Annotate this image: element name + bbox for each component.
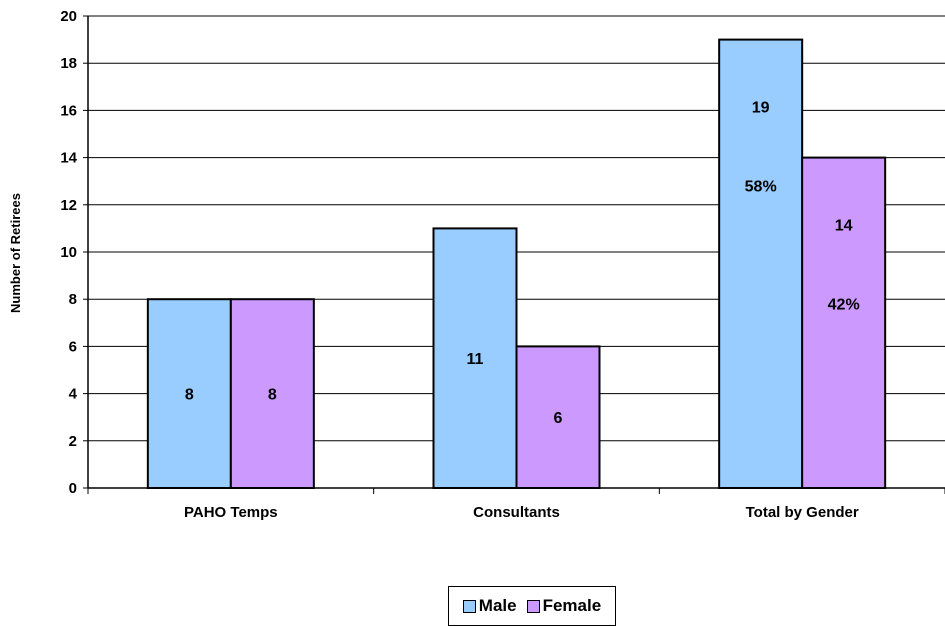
bars: 8 8 11 6 19 58% 14 42% <box>146 38 887 490</box>
y-tick-label: 0 <box>69 480 77 497</box>
y-tick-label: 18 <box>60 55 77 72</box>
data-label-male-total-by-gender: 19 <box>752 100 770 117</box>
y-axis-label: Number of Retirees <box>8 193 23 313</box>
y-tick-label: 16 <box>60 102 77 119</box>
y-tick-label: 10 <box>60 244 77 261</box>
legend-swatch-male <box>462 599 476 613</box>
bar-chart: 0 2 4 6 8 10 12 14 16 18 20 8 8 11 6 19 58% 14 42% PAHO T… <box>8 8 945 521</box>
data-label-male-paho-temps: 8 <box>185 387 194 404</box>
y-tick-label: 8 <box>69 291 77 308</box>
y-tick-label: 14 <box>60 150 77 167</box>
data-label-male-consultants: 11 <box>467 351 484 368</box>
y-tick-label: 4 <box>69 386 78 403</box>
y-tick-label: 2 <box>69 433 77 450</box>
percent-label-female-total-by-gender: 42% <box>828 297 860 314</box>
legend-label-female: Female <box>542 596 602 615</box>
legend: Male Female <box>448 586 616 626</box>
y-tick-label: 6 <box>69 338 77 355</box>
legend-swatch-female <box>526 599 540 613</box>
legend-item-male: Male <box>462 596 517 616</box>
percent-label-male-total-by-gender: 58% <box>745 179 777 196</box>
x-tick-label-paho-temps: PAHO Temps <box>184 504 278 521</box>
data-label-female-paho-temps: 8 <box>268 387 277 404</box>
y-tick-label: 20 <box>60 8 77 25</box>
x-tick-label-consultants: Consultants <box>473 504 560 521</box>
bar-male-total-by-gender <box>718 38 804 489</box>
axes <box>87 16 945 489</box>
legend-label-male: Male <box>478 596 517 615</box>
y-axis-ticks: 0 2 4 6 8 10 12 14 16 18 20 <box>60 8 88 497</box>
bar-female-paho-temps <box>229 298 315 490</box>
data-label-female-consultants: 6 <box>554 410 563 427</box>
bar-male-consultants <box>432 227 518 489</box>
legend-item-female: Female <box>526 596 602 616</box>
data-label-female-total-by-gender: 14 <box>835 218 853 235</box>
bar-female-consultants <box>515 345 601 489</box>
bar-female-total-by-gender <box>801 156 887 489</box>
y-tick-label: 12 <box>60 197 77 214</box>
x-tick-label-total-by-gender: Total by Gender <box>746 504 859 521</box>
x-axis-ticks: PAHO Temps Consultants Total by Gender <box>87 488 945 521</box>
